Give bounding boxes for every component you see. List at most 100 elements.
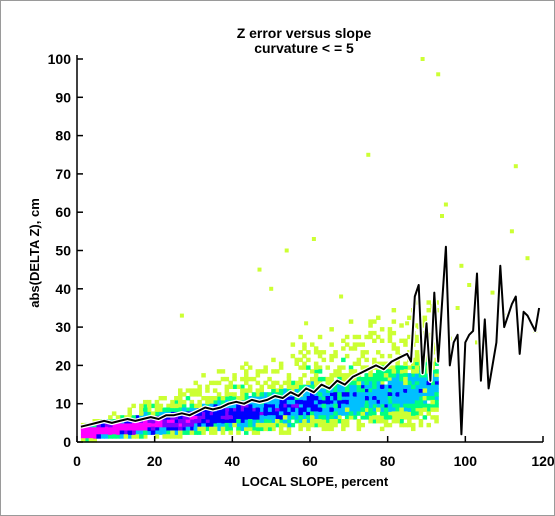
density-cell xyxy=(325,407,330,412)
density-cell xyxy=(325,422,330,428)
density-cell xyxy=(434,419,439,424)
density-cell xyxy=(220,396,226,401)
density-cell xyxy=(379,373,385,378)
density-cell xyxy=(181,407,187,412)
density-cell xyxy=(395,392,400,397)
density-cell xyxy=(193,388,198,393)
density-cell xyxy=(80,430,86,435)
density-cell xyxy=(263,369,268,374)
y-tick-label: 0 xyxy=(63,434,71,450)
density-cell xyxy=(263,407,268,412)
density-cell xyxy=(368,376,373,382)
density-cell xyxy=(422,319,428,324)
density-cell xyxy=(158,403,164,409)
density-cell xyxy=(422,392,428,397)
density-cell xyxy=(329,380,334,386)
outlier-point xyxy=(311,237,316,241)
density-cell xyxy=(399,388,404,393)
density-cell xyxy=(317,334,323,340)
density-cell xyxy=(407,415,412,420)
density-cell xyxy=(236,415,241,420)
density-cell xyxy=(368,399,373,405)
density-cell xyxy=(399,396,404,401)
density-cell xyxy=(255,403,261,409)
density-cell xyxy=(92,438,97,443)
density-cell xyxy=(418,403,424,409)
density-cell xyxy=(376,403,381,409)
density-cell xyxy=(212,430,218,435)
density-cell xyxy=(181,403,187,409)
density-cell xyxy=(364,415,369,420)
density-cell xyxy=(298,334,303,340)
density-cell xyxy=(181,392,187,397)
density-cell xyxy=(216,419,222,424)
density-cell xyxy=(344,415,350,420)
density-cell xyxy=(418,380,424,386)
density-cell xyxy=(193,380,198,386)
density-cell xyxy=(360,376,365,382)
density-cell xyxy=(228,407,233,412)
density-cell xyxy=(189,422,195,428)
density-cell xyxy=(368,403,373,409)
density-cell xyxy=(298,407,303,412)
density-cell xyxy=(360,392,365,397)
density-cell xyxy=(399,419,404,424)
density-cell xyxy=(185,396,191,401)
density-cell xyxy=(166,422,171,428)
density-cell xyxy=(119,430,125,435)
density-cell xyxy=(201,396,206,401)
outlier-point xyxy=(420,57,425,61)
density-cell xyxy=(387,338,393,343)
density-cell xyxy=(344,407,350,412)
density-cell xyxy=(286,426,292,432)
density-cell xyxy=(212,415,218,420)
density-cell xyxy=(387,327,393,332)
density-cell xyxy=(209,403,214,409)
density-cell xyxy=(329,411,334,416)
density-cell xyxy=(383,388,389,393)
density-cell xyxy=(282,380,288,386)
density-cell xyxy=(341,357,346,363)
density-cell xyxy=(232,403,237,409)
density-cell xyxy=(119,434,125,439)
density-cell xyxy=(290,407,296,412)
density-cell xyxy=(236,411,241,416)
density-cell xyxy=(344,411,350,416)
density-cell xyxy=(174,422,179,428)
density-cell xyxy=(209,380,214,386)
density-cell xyxy=(193,407,198,412)
density-cell xyxy=(379,392,385,397)
density-cell xyxy=(240,392,245,397)
density-cell xyxy=(216,399,222,405)
density-cell xyxy=(174,403,179,409)
density-cell xyxy=(166,407,171,412)
density-cell xyxy=(240,426,245,432)
density-cell xyxy=(146,430,152,435)
y-tick-label: 30 xyxy=(55,319,71,335)
density-cell xyxy=(278,419,284,424)
density-cell xyxy=(411,365,416,370)
density-cell xyxy=(255,415,261,420)
density-cell xyxy=(294,384,299,389)
density-cell xyxy=(360,403,365,409)
density-cell xyxy=(344,353,350,359)
density-cell xyxy=(302,403,307,409)
density-cell xyxy=(123,426,129,432)
density-cell xyxy=(232,392,237,397)
density-cell xyxy=(306,419,311,424)
density-cell xyxy=(368,419,373,424)
density-cell xyxy=(174,426,179,432)
density-cell xyxy=(372,380,377,386)
density-cell xyxy=(259,403,264,409)
density-cell xyxy=(267,376,272,382)
density-cell xyxy=(306,411,311,416)
density-cell xyxy=(317,403,323,409)
density-cell xyxy=(306,415,311,420)
density-cell xyxy=(259,419,264,424)
density-cell xyxy=(209,430,214,435)
density-cell xyxy=(108,415,113,420)
density-cell xyxy=(111,434,117,439)
density-cell xyxy=(387,365,393,370)
density-cell xyxy=(259,396,264,401)
density-cell xyxy=(434,384,439,389)
